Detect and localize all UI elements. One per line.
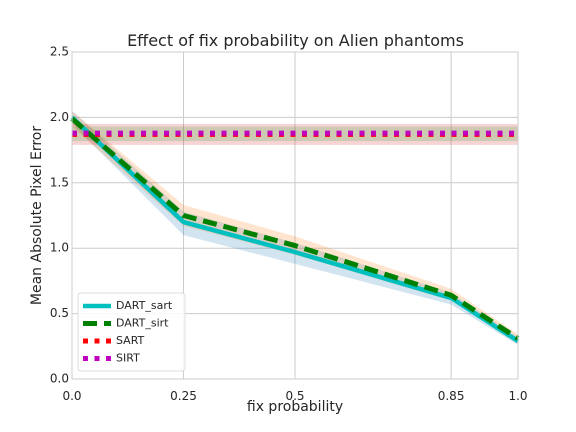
x-tick-labels: 0.0 0.25 0.5 0.85 1.0 [62,389,527,403]
plot-frame [71,51,519,380]
series-lines [70,115,520,343]
legend-label: DART_sart [116,299,173,312]
legend-label: DART_sirt [116,317,169,330]
x-tick-label: 0.5 [285,389,304,403]
y-tick-label: 0.0 [50,372,69,386]
y-tick-label: 1.5 [50,175,69,189]
legend-label: SIRT [116,352,140,365]
y-tick-label: 1.0 [50,241,69,255]
x-tick-label: 0.25 [170,389,197,403]
y-tick-label: 2.0 [50,110,69,124]
legend-label: SART [116,334,145,347]
legend-box [77,292,186,372]
x-axis-label: fix probability [247,399,343,415]
x-tick-label: 0.85 [438,389,465,403]
x-tick-label: 1.0 [508,389,527,403]
y-tick-label: 0.5 [50,306,69,320]
x-tick-label: 0.0 [62,389,81,403]
legend: DART_sart DART_sirt SART SIRT [77,292,186,372]
y-tick-label: 2.5 [50,45,69,59]
y-tick-labels: 0.0 0.5 1.0 1.5 2.0 2.5 [50,45,69,386]
chart-title: Effect of fix probability on Alien phant… [127,31,464,50]
y-axis-label: Mean Absolute Pixel Error [29,126,45,305]
series-line [70,116,520,341]
